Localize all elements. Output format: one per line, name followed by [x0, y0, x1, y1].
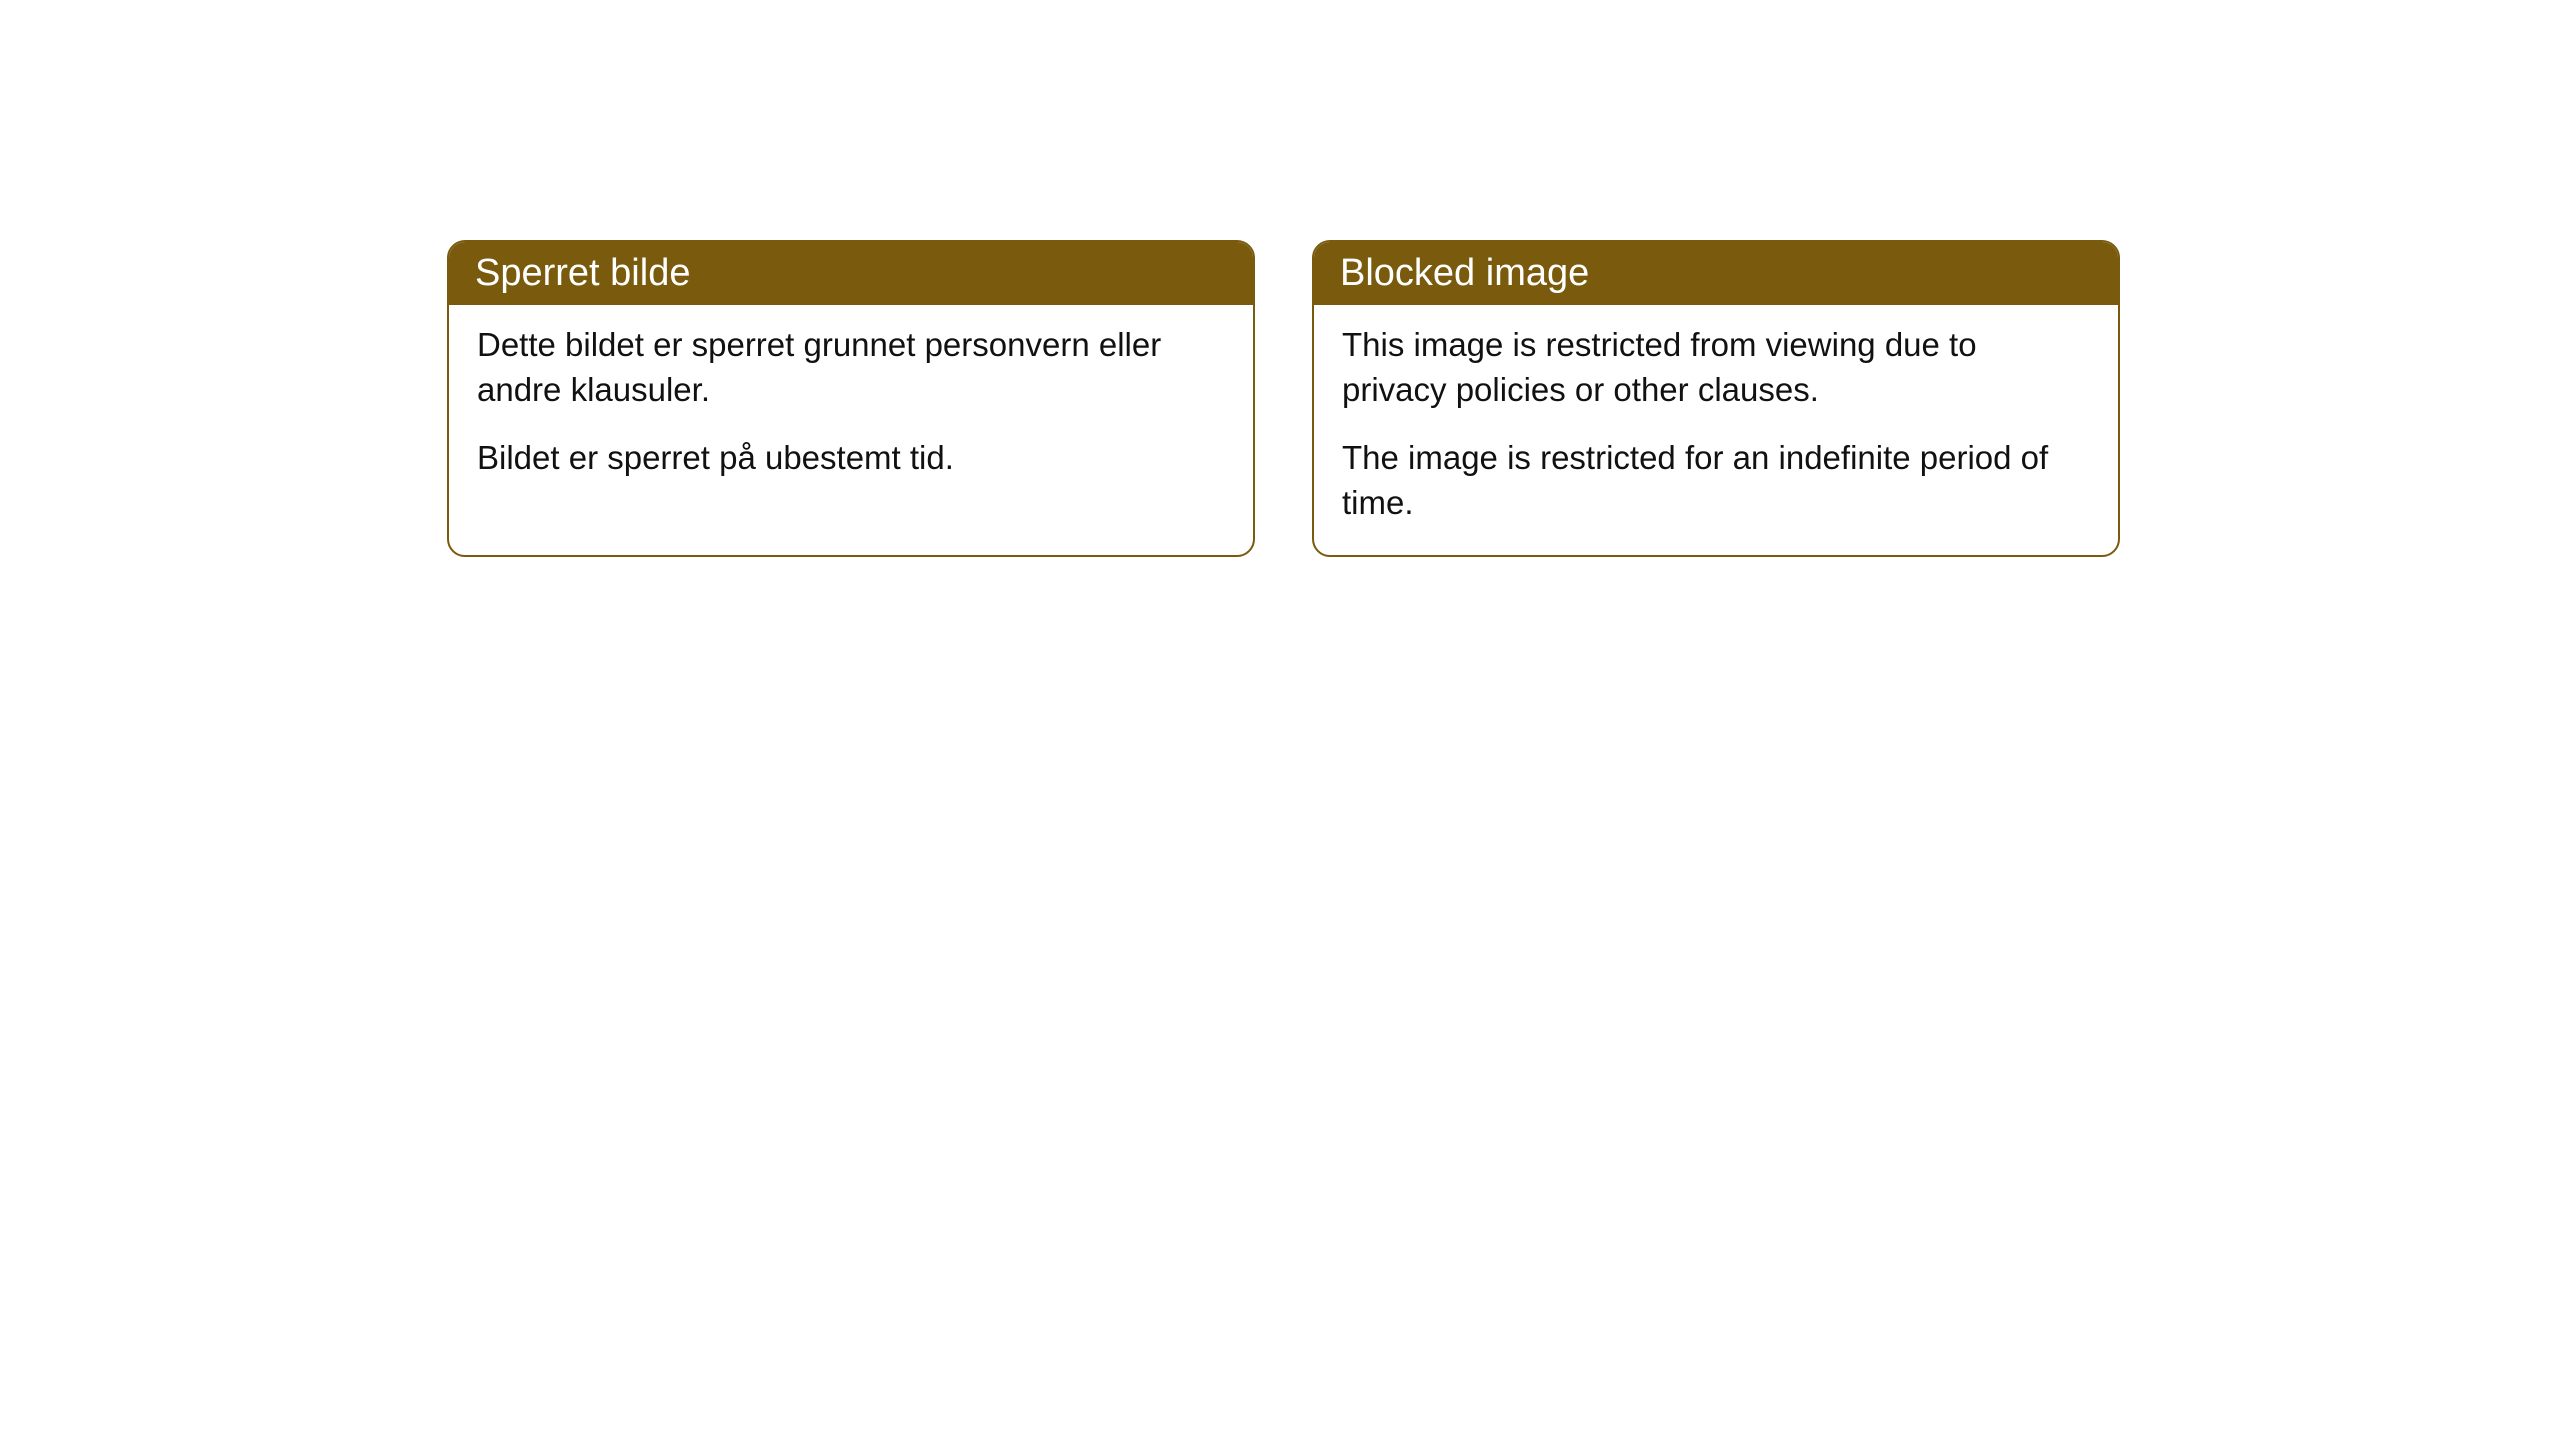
card-header: Sperret bilde	[449, 242, 1253, 305]
card-header-title: Sperret bilde	[475, 252, 690, 294]
cards-container: Sperret bilde Dette bildet er sperret gr…	[447, 240, 2120, 557]
card-body: This image is restricted from viewing du…	[1314, 305, 2118, 555]
card-body-text: Bildet er sperret på ubestemt tid.	[477, 436, 1225, 481]
blocked-image-card-english: Blocked image This image is restricted f…	[1312, 240, 2120, 557]
card-body-text: Dette bildet er sperret grunnet personve…	[477, 323, 1225, 412]
card-header-title: Blocked image	[1340, 252, 1589, 294]
card-header: Blocked image	[1314, 242, 2118, 305]
blocked-image-card-norwegian: Sperret bilde Dette bildet er sperret gr…	[447, 240, 1255, 557]
card-body: Dette bildet er sperret grunnet personve…	[449, 305, 1253, 511]
card-body-text: The image is restricted for an indefinit…	[1342, 436, 2090, 525]
card-body-text: This image is restricted from viewing du…	[1342, 323, 2090, 412]
